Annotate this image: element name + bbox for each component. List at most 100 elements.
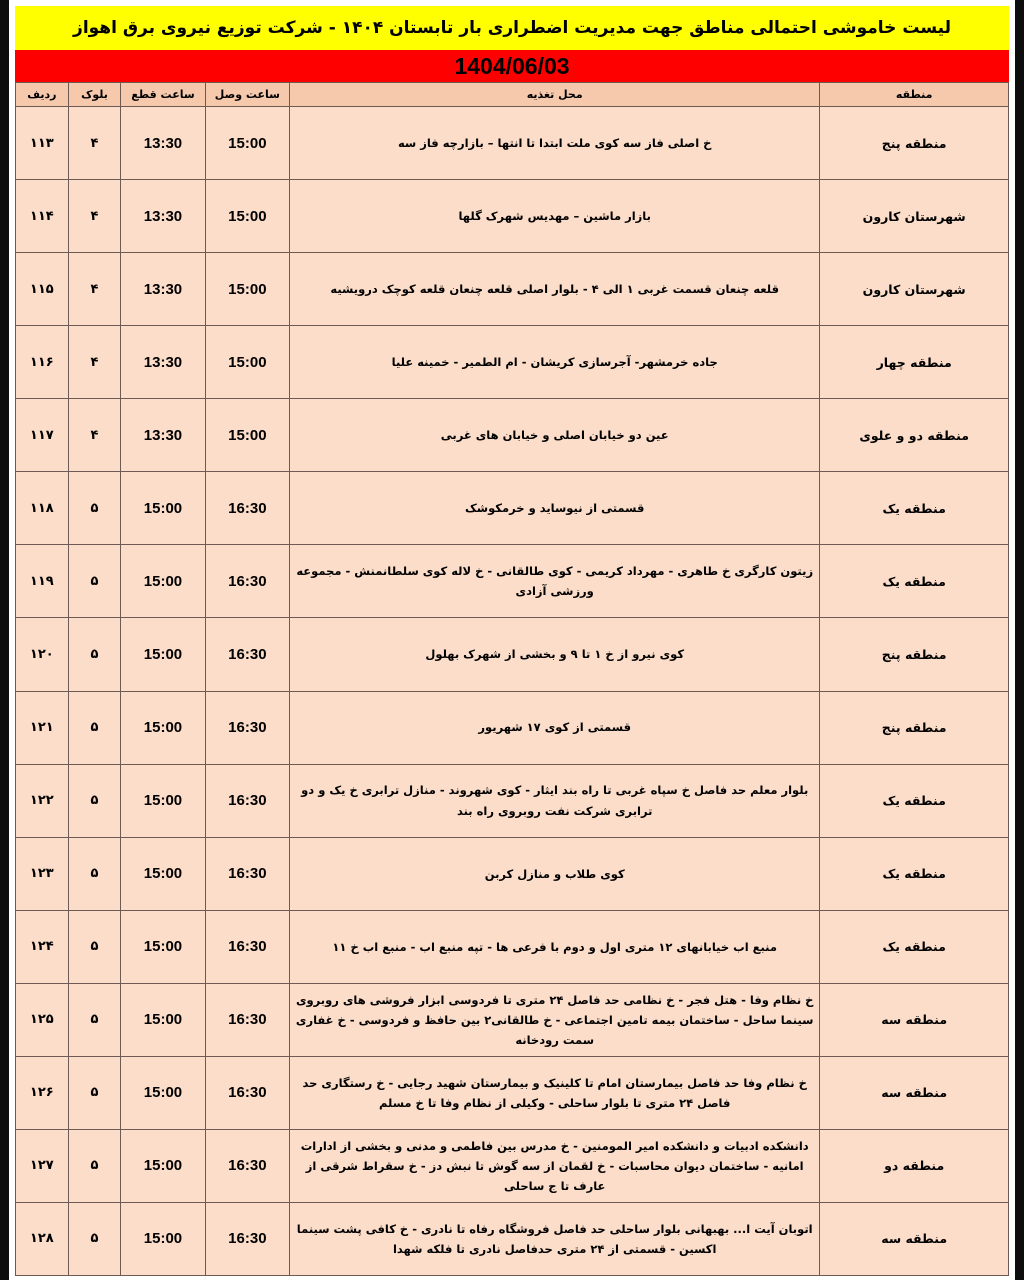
cell-vasl: 15:00 (204, 105, 291, 181)
cell-vasl: 15:00 (204, 252, 291, 327)
page-title: لیست خاموشی احتمالی مناطق جهت مدیریت اضط… (73, 17, 951, 38)
cell-ghat: 15:00 (120, 1055, 206, 1130)
cell-vasl: 16:30 (204, 982, 291, 1057)
cell-radif: ۱۲۸ (15, 1201, 69, 1277)
cell-blok: ۵ (67, 763, 122, 838)
cell-mahal: عین دو خیابان اصلی و خیابان های غربی (289, 398, 821, 473)
cell-vasl: 15:00 (204, 398, 291, 473)
column-header-radif: ردیف (15, 82, 69, 107)
cell-mantaghe: شهرستان کارون (819, 252, 1009, 327)
schedule-date: 1404/06/03 (454, 52, 570, 79)
cell-ghat: 13:30 (120, 252, 206, 327)
cell-blok: ۵ (67, 1201, 122, 1277)
cell-radif: ۱۱۹ (15, 544, 69, 619)
cell-mahal: بازار ماشین – مهدیس شهرک گلها (289, 179, 821, 254)
column-header-ghat: ساعت قطع (120, 82, 206, 107)
cell-mahal: زیتون کارگری خ طاهری - مهرداد کریمی - کو… (289, 544, 821, 619)
cell-vasl: 16:30 (204, 909, 291, 984)
cell-ghat: 13:30 (120, 105, 206, 181)
cell-mahal: قلعه چنعان قسمت غربی ۱ الی ۴ - بلوار اصل… (289, 252, 821, 327)
cell-ghat: 15:00 (120, 1201, 206, 1277)
cell-radif: ۱۲۴ (15, 909, 69, 984)
cell-vasl: 16:30 (204, 617, 291, 692)
cell-blok: ۴ (67, 325, 122, 400)
table-row: منطقه پنج قسمتی از کوی ۱۷ شهریور 16:30 15:0… (15, 690, 1009, 765)
cell-ghat: 15:00 (120, 909, 206, 984)
cell-mantaghe: منطقه یک (819, 909, 1009, 984)
cell-mantaghe: منطقه یک (819, 763, 1009, 838)
cell-vasl: 16:30 (204, 690, 291, 765)
cell-blok: ۵ (67, 836, 122, 911)
cell-vasl: 16:30 (204, 763, 291, 838)
cell-ghat: 15:00 (120, 982, 206, 1057)
cell-blok: ۵ (67, 1128, 122, 1203)
cell-mantaghe: منطقه سه (819, 982, 1009, 1057)
cell-ghat: 15:00 (120, 544, 206, 619)
cell-blok: ۵ (67, 982, 122, 1057)
cell-ghat: 15:00 (120, 617, 206, 692)
cell-blok: ۴ (67, 252, 122, 327)
cell-mahal: خ نظام وفا حد فاصل بیمارستان امام تا کلی… (289, 1055, 821, 1130)
cell-vasl: 16:30 (204, 1128, 291, 1203)
cell-mantaghe: منطقه سه (819, 1201, 1009, 1277)
cell-mahal: دانشکده ادبیات و دانشکده امیر المومنین -… (289, 1128, 821, 1203)
cell-radif: ۱۱۳ (15, 105, 69, 181)
cell-mahal: کوی نیرو از خ ۱ تا ۹ و بخشی از شهرک بهلو… (289, 617, 821, 692)
cell-blok: ۵ (67, 617, 122, 692)
table-row: منطقه دو دانشکده ادبیات و دانشکده امیر ال… (15, 1128, 1009, 1203)
table-row: منطقه پنج خ اصلی فاز سه کوی ملت ابتدا تا … (15, 105, 1009, 181)
table-header-row: منطقه محل تغذیه ساعت وصل ساعت قطع بلوک ر… (15, 82, 1009, 107)
cell-blok: ۵ (67, 690, 122, 765)
table-row: منطقه دو و علوی عین دو خیابان اصلی و خیاب… (15, 398, 1009, 473)
cell-vasl: 16:30 (204, 1201, 291, 1277)
cell-radif: ۱۱۴ (15, 179, 69, 254)
cell-ghat: 13:30 (120, 179, 206, 254)
cell-ghat: 13:30 (120, 398, 206, 473)
cell-vasl: 16:30 (204, 836, 291, 911)
cell-ghat: 15:00 (120, 471, 206, 546)
table-row: منطقه سه خ نظام وفا - هتل فجر - خ نظامی ح… (15, 982, 1009, 1057)
cell-ghat: 15:00 (120, 763, 206, 838)
cell-blok: ۵ (67, 909, 122, 984)
table-row: شهرستان کارون قلعه چنعان قسمت غربی ۱ الی … (15, 252, 1009, 327)
cell-mantaghe: منطقه یک (819, 544, 1009, 619)
cell-mantaghe: منطقه یک (819, 836, 1009, 911)
cell-blok: ۵ (67, 1055, 122, 1130)
cell-mantaghe: منطقه یک (819, 471, 1009, 546)
table-row: منطقه چهار جاده خرمشهر- آجرسازی کریشان - … (15, 325, 1009, 400)
cell-radif: ۱۱۶ (15, 325, 69, 400)
cell-mahal: اتوبان آیت ا... بهبهانی بلوار ساحلی حد ف… (289, 1201, 821, 1277)
cell-radif: ۱۲۳ (15, 836, 69, 911)
cell-blok: ۴ (67, 398, 122, 473)
cell-vasl: 15:00 (204, 179, 291, 254)
column-header-blok: بلوک (67, 82, 122, 107)
cell-radif: ۱۱۸ (15, 471, 69, 546)
cell-mahal: منبع اب خیابانهای ۱۲ متری اول و دوم با ف… (289, 909, 821, 984)
cell-mantaghe: منطقه سه (819, 1055, 1009, 1130)
cell-ghat: 15:00 (120, 1128, 206, 1203)
cell-mantaghe: منطقه پنج (819, 105, 1009, 181)
table-row: منطقه سه اتوبان آیت ا... بهبهانی بلوار سا… (15, 1201, 1009, 1277)
cell-vasl: 16:30 (204, 1055, 291, 1130)
cell-ghat: 15:00 (120, 690, 206, 765)
cell-mahal: قسمتی از کوی ۱۷ شهریور (289, 690, 821, 765)
cell-radif: ۱۲۶ (15, 1055, 69, 1130)
table-row: شهرستان کارون بازار ماشین – مهدیس شهرک گل… (15, 179, 1009, 254)
table-row: منطقه سه خ نظام وفا حد فاصل بیمارستان اما… (15, 1055, 1009, 1130)
cell-mahal: کوی طلاب و منازل کربن (289, 836, 821, 911)
cell-vasl: 15:00 (204, 325, 291, 400)
cell-blok: ۵ (67, 544, 122, 619)
cell-radif: ۱۲۰ (15, 617, 69, 692)
table-row: منطقه یک کوی طلاب و منازل کربن 16:30 15:00 ۵… (15, 836, 1009, 911)
cell-mantaghe: منطقه دو و علوی (819, 398, 1009, 473)
cell-blok: ۴ (67, 179, 122, 254)
cell-mahal: خ اصلی فاز سه کوی ملت ابتدا تا انتها – ب… (289, 105, 821, 181)
cell-mantaghe: منطقه چهار (819, 325, 1009, 400)
cell-mantaghe: منطقه دو (819, 1128, 1009, 1203)
cell-radif: ۱۲۵ (15, 982, 69, 1057)
cell-mahal: قسمتی از نیوساید و خرمکوشک (289, 471, 821, 546)
table-row: منطقه یک منبع اب خیابانهای ۱۲ متری اول و … (15, 909, 1009, 984)
cell-ghat: 13:30 (120, 325, 206, 400)
cell-radif: ۱۲۷ (15, 1128, 69, 1203)
cell-vasl: 16:30 (204, 544, 291, 619)
